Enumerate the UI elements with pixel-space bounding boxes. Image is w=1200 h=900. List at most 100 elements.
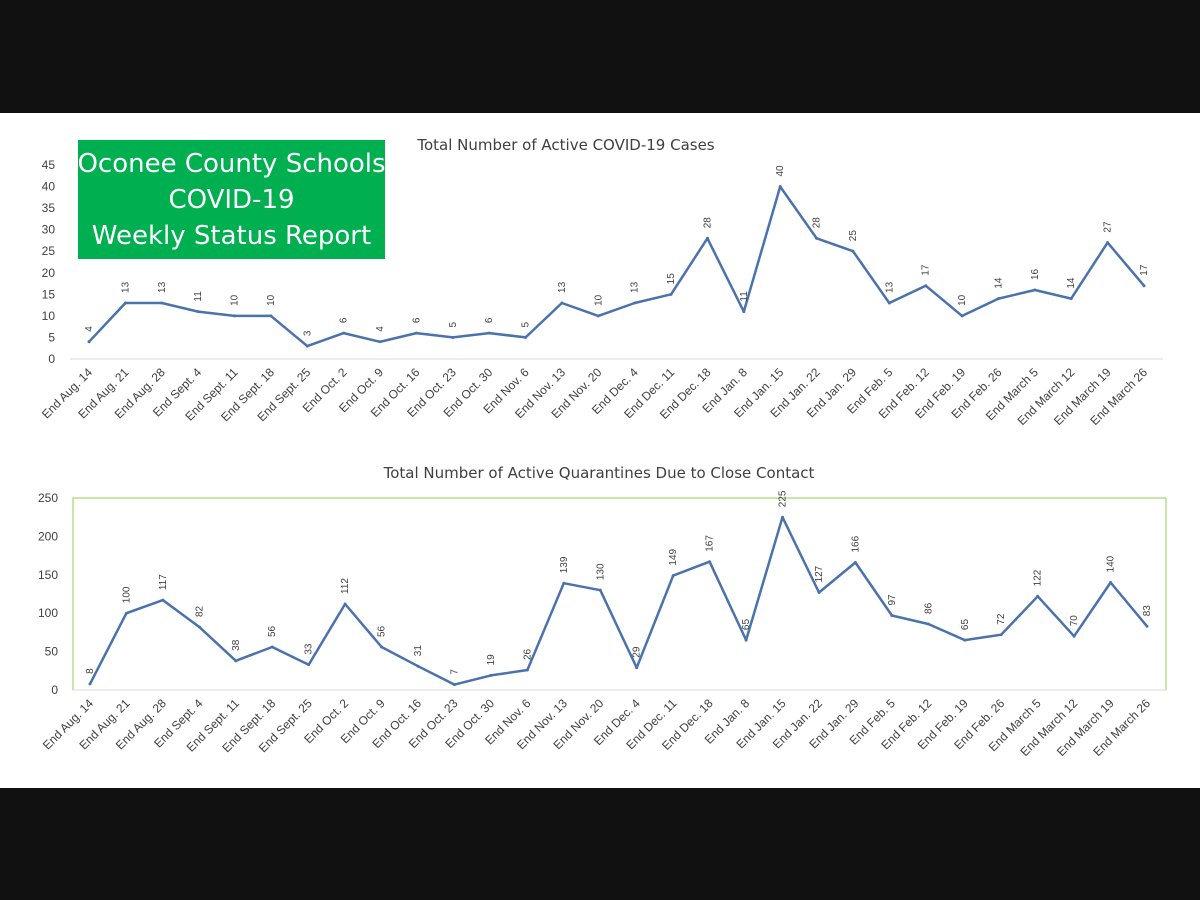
cases-data-label: 28 (702, 217, 713, 229)
cases-data-point (414, 331, 418, 335)
cases-chart-title: Total Number of Active COVID-19 Cases (416, 136, 714, 154)
banner-line-1: Oconee County Schools (77, 148, 386, 179)
quarantine-data-label: 139 (559, 556, 570, 573)
quarantine-data-point (598, 588, 602, 592)
cases-data-label: 10 (957, 294, 968, 306)
quarantine-data-point (270, 645, 274, 649)
cases-data-point (487, 331, 491, 335)
cases-y-tick-label: 45 (42, 158, 56, 172)
cases-data-label: 28 (812, 217, 823, 229)
cases-y-tick-label: 5 (48, 330, 55, 344)
cases-data-label: 10 (230, 294, 241, 306)
cases-data-label: 14 (1066, 277, 1077, 289)
cases-y-tick-label: 0 (48, 352, 55, 366)
quarantine-data-point (197, 625, 201, 629)
quarantine-data-label: 19 (486, 654, 497, 666)
cases-data-point (633, 301, 637, 305)
cases-y-tick-label: 30 (42, 223, 56, 237)
quarantine-data-point (161, 598, 165, 602)
quarantine-data-label: 65 (960, 619, 971, 631)
quarantine-data-point (525, 668, 529, 672)
quarantine-y-tick-label: 50 (45, 645, 59, 659)
quarantine-data-label: 97 (887, 594, 898, 606)
cases-y-tick-label: 15 (42, 287, 56, 301)
quarantine-data-label: 31 (413, 645, 424, 657)
quarantine-chart-title: Total Number of Active Quarantines Due t… (383, 464, 815, 482)
cases-data-label: 14 (993, 277, 1004, 289)
quarantine-data-label: 29 (632, 646, 643, 658)
cases-data-point (960, 314, 964, 318)
cases-data-label: 4 (84, 326, 95, 332)
cases-data-label: 4 (375, 326, 386, 332)
quarantine-y-tick-label: 200 (38, 529, 58, 543)
cases-data-point (123, 301, 127, 305)
quarantine-data-label: 82 (194, 605, 205, 617)
quarantine-data-label: 117 (158, 574, 169, 590)
cases-data-point (1069, 297, 1073, 301)
quarantine-y-tick-label: 0 (51, 683, 58, 697)
cases-data-label: 13 (157, 281, 168, 293)
cases-data-point (1106, 241, 1110, 245)
cases-data-label: 25 (848, 230, 859, 242)
quarantine-data-point (999, 633, 1003, 637)
quarantine-y-tick-label: 250 (38, 491, 58, 505)
quarantine-data-point (1072, 634, 1076, 638)
quarantine-data-point (1109, 580, 1113, 584)
cases-data-label: 13 (557, 281, 568, 293)
quarantine-data-point (744, 638, 748, 642)
quarantine-data-label: 38 (231, 639, 242, 651)
quarantine-data-point (234, 659, 238, 663)
quarantine-data-label: 225 (778, 490, 789, 507)
cases-data-point (451, 335, 455, 339)
quarantine-data-point (926, 622, 930, 626)
quarantine-data-label: 83 (1142, 605, 1153, 617)
quarantine-series-line (88, 515, 1148, 686)
cases-data-label: 11 (739, 291, 750, 302)
quarantine-data-label: 100 (121, 586, 132, 603)
cases-data-label: 13 (630, 281, 641, 293)
cases-data-point (669, 292, 673, 296)
cases-data-label: 3 (302, 330, 313, 336)
cases-data-label: 6 (339, 317, 350, 323)
banner-line-3: Weekly Status Report (91, 220, 372, 251)
quarantine-data-label: 8 (85, 668, 96, 674)
cases-y-tick-label: 10 (42, 309, 56, 323)
cases-data-point (705, 236, 709, 240)
quarantine-data-label: 130 (595, 563, 606, 580)
cases-data-label: 15 (666, 273, 677, 285)
cases-y-tick-label: 20 (42, 266, 56, 280)
quarantine-data-point (890, 614, 894, 618)
cases-data-point (342, 331, 346, 335)
quarantine-data-point (452, 683, 456, 687)
cases-data-label: 17 (1139, 264, 1150, 276)
quarantine-data-label: 7 (449, 669, 460, 675)
cases-data-label: 16 (1030, 268, 1041, 280)
quarantine-data-point (489, 673, 493, 677)
cases-y-tick-label: 40 (42, 180, 56, 194)
cases-data-point (87, 340, 91, 344)
cases-data-point (233, 314, 237, 318)
cases-series-line (88, 185, 1145, 348)
cases-data-label: 6 (484, 317, 495, 323)
quarantine-data-label: 140 (1106, 555, 1117, 572)
quarantine-data-label: 70 (1069, 615, 1080, 627)
cases-data-point (305, 344, 309, 348)
quarantine-data-label: 112 (340, 578, 351, 594)
cases-y-tick-label: 25 (42, 244, 56, 258)
quarantine-data-label: 127 (814, 565, 825, 582)
cases-data-point (924, 284, 928, 288)
cases-data-point (524, 335, 528, 339)
quarantine-data-point (1145, 624, 1149, 628)
cases-data-label: 5 (521, 321, 532, 327)
quarantine-data-point (88, 682, 92, 686)
cases-data-label: 13 (884, 281, 895, 293)
quarantine-data-point (562, 581, 566, 585)
cases-data-label: 40 (775, 165, 786, 177)
quarantine-data-label: 167 (705, 535, 716, 552)
quarantine-data-point (343, 602, 347, 606)
quarantine-data-point (416, 664, 420, 668)
cases-data-point (1142, 284, 1146, 288)
cases-data-point (160, 301, 164, 305)
quarantine-data-point (124, 611, 128, 615)
